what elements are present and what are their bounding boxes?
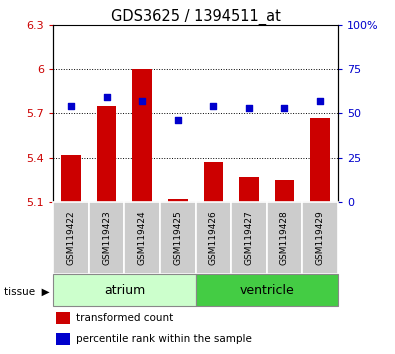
Text: transformed count: transformed count [76, 313, 173, 323]
Bar [132, 69, 152, 202]
Text: GSM119423: GSM119423 [102, 211, 111, 266]
Point [139, 98, 145, 104]
Text: GSM119424: GSM119424 [138, 211, 147, 266]
Bar [196, 202, 231, 274]
Point [246, 105, 252, 111]
Point [103, 95, 110, 100]
Point [281, 105, 288, 111]
Point [175, 118, 181, 123]
Bar [160, 202, 196, 274]
Bar [302, 202, 338, 274]
Point [317, 98, 323, 104]
Bar [56, 333, 70, 346]
Bar [53, 202, 89, 274]
Bar [89, 202, 124, 274]
Text: percentile rank within the sample: percentile rank within the sample [76, 335, 252, 344]
Text: GSM119426: GSM119426 [209, 211, 218, 266]
Bar [61, 155, 81, 202]
Text: GSM119425: GSM119425 [173, 211, 182, 266]
Bar [203, 162, 223, 202]
Text: GSM119428: GSM119428 [280, 211, 289, 266]
Bar [310, 118, 330, 202]
Text: GSM119427: GSM119427 [245, 211, 253, 266]
Title: GDS3625 / 1394511_at: GDS3625 / 1394511_at [111, 8, 280, 25]
Bar [275, 179, 294, 202]
Text: ventricle: ventricle [239, 284, 294, 297]
Bar [231, 202, 267, 274]
Bar [196, 274, 338, 306]
Bar [239, 177, 259, 202]
Text: GSM119429: GSM119429 [316, 211, 324, 266]
Bar [267, 202, 302, 274]
Bar [168, 199, 188, 202]
Text: tissue  ▶: tissue ▶ [4, 287, 50, 297]
Bar [53, 274, 196, 306]
Point [68, 103, 74, 109]
Point [210, 103, 216, 109]
Text: atrium: atrium [104, 284, 145, 297]
Bar [56, 312, 70, 324]
Bar [97, 106, 117, 202]
Text: GSM119422: GSM119422 [67, 211, 75, 266]
Bar [124, 202, 160, 274]
